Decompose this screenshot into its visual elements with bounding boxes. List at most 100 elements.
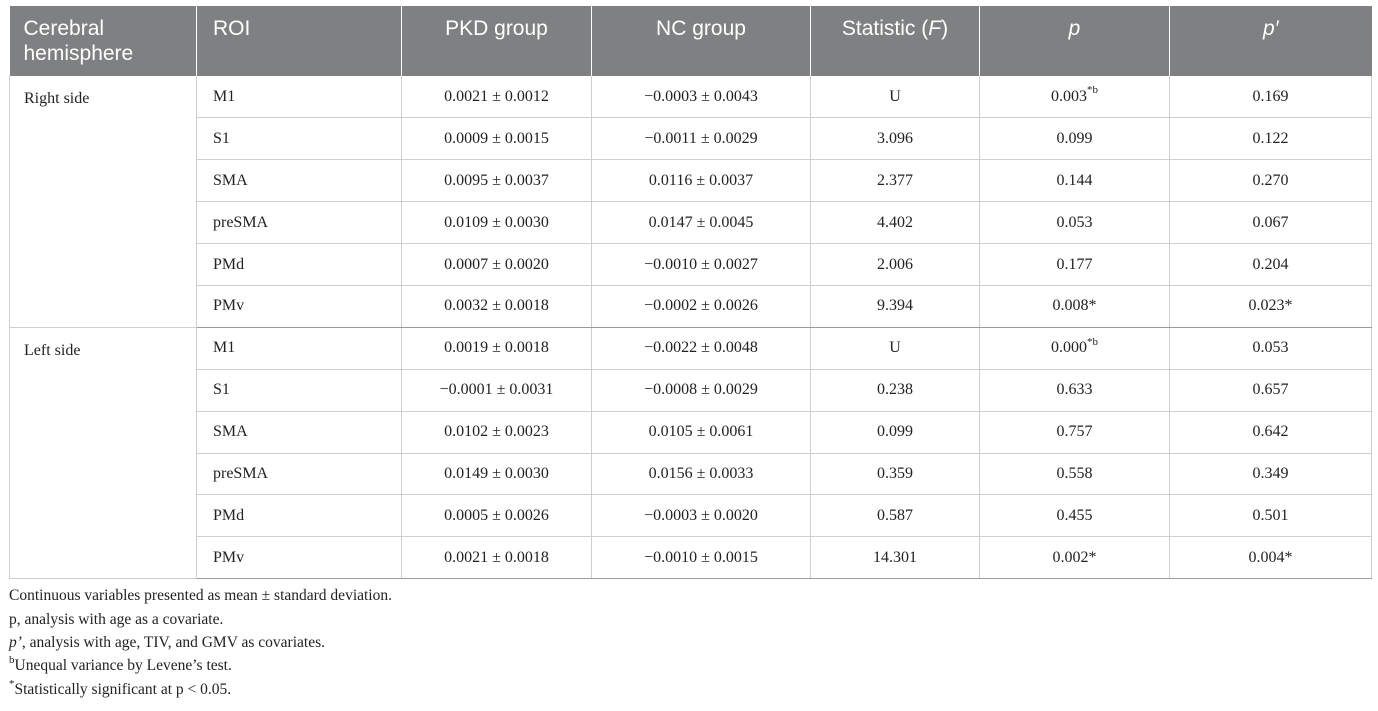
p-value-cell: 0.558 <box>979 453 1170 496</box>
header-p-prime-text: p′ <box>1262 17 1279 40</box>
roi-cell: S1 <box>196 117 402 161</box>
p-prime-value-cell-text: 0.642 <box>1252 423 1289 441</box>
footnote-significance-marker: * <box>9 677 15 690</box>
p-value-cell: 0.455 <box>979 494 1170 538</box>
roi-cell: PMv <box>196 536 402 580</box>
table-row: SMA 0.0102 ± 0.0023 0.0105 ± 0.0061 0.099 0.… <box>10 411 1372 454</box>
nc-cell: −0.0010 ± 0.0015 <box>591 536 811 580</box>
p-prime-value-cell-text: 0.122 <box>1252 129 1289 147</box>
table-row: SMA 0.0095 ± 0.0037 0.0116 ± 0.0037 2.377 0.… <box>10 159 1372 203</box>
table-row: preSMA 0.0149 ± 0.0030 0.0156 ± 0.0033 0.35… <box>10 453 1372 496</box>
p-prime-value-cell: 0.004* <box>1169 536 1372 580</box>
p-prime-value-cell-text: 0.067 <box>1252 213 1289 231</box>
nc-cell: −0.0002 ± 0.0026 <box>591 285 811 328</box>
roi-cell: SMA <box>196 411 402 454</box>
hemisphere-cell: Right side <box>9 76 197 328</box>
p-value-cell: 0.099 <box>979 117 1170 161</box>
p-prime-value-cell: 0.642 <box>1169 411 1372 454</box>
p-value-cell-text: 0.099 <box>1056 129 1093 147</box>
p-value-cell: 0.003*b <box>979 76 1170 119</box>
roi-cell: preSMA <box>196 453 402 496</box>
table-row: preSMA 0.0109 ± 0.0030 0.0147 ± 0.0045 4.40… <box>10 201 1372 245</box>
p-value-cell: 0.177 <box>979 243 1170 286</box>
footnote-levene-text: Unequal variance by Levene’s test. <box>14 657 232 675</box>
p-prime-value-cell: 0.053 <box>1169 327 1372 370</box>
p-value-cell-text: 0.053 <box>1056 213 1093 231</box>
p-value-cell: 0.000*b <box>979 327 1170 370</box>
footnote-levene-marker: b <box>9 654 15 667</box>
table-row: Left side M1 0.0019 ± 0.0018 −0.0022 ± 0.00… <box>9 327 1372 580</box>
pkd-cell: 0.0019 ± 0.0018 <box>401 327 592 370</box>
p-value-cell: 0.144 <box>979 159 1170 203</box>
p-prime-value-cell-text: 0.023* <box>1248 297 1293 315</box>
statistic-cell: 0.238 <box>810 369 980 412</box>
table-row: PMd 0.0007 ± 0.0020 −0.0010 ± 0.0027 2.006 0… <box>10 243 1372 286</box>
statistic-cell: 2.377 <box>810 159 980 203</box>
header-statistic: Statistic (F) <box>810 6 980 76</box>
p-value-cell-text: 0.000 <box>1051 339 1087 357</box>
pkd-cell: 0.0149 ± 0.0030 <box>401 453 592 496</box>
statistic-cell: 9.394 <box>810 285 980 328</box>
roi-cell: M1 <box>196 76 402 119</box>
pkd-cell: 0.0009 ± 0.0015 <box>401 117 592 161</box>
hemisphere-cell: Left side <box>9 327 197 580</box>
results-table: Cerebral hemisphere ROI PKD group NC gro… <box>9 6 1372 580</box>
header-p-text: p <box>1068 17 1081 40</box>
nc-cell: −0.0003 ± 0.0020 <box>591 494 811 538</box>
p-prime-value-cell-text: 0.169 <box>1252 87 1289 105</box>
p-prime-value-cell-text: 0.501 <box>1252 506 1289 524</box>
roi-cell: PMd <box>196 243 402 286</box>
table-body: Right side M1 0.0021 ± 0.0012 −0.0003 ± 0.0… <box>9 76 1372 580</box>
p-value-cell-text: 0.008* <box>1052 297 1097 315</box>
roi-cell: preSMA <box>196 201 402 245</box>
table-row: PMv 0.0032 ± 0.0018 −0.0002 ± 0.0026 9.394 0… <box>10 285 1372 328</box>
p-value-cell-text: 0.455 <box>1056 506 1093 524</box>
p-prime-value-cell-text: 0.270 <box>1252 171 1289 189</box>
p-prime-value-cell: 0.657 <box>1169 369 1372 412</box>
header-hemisphere: Cerebral hemisphere <box>9 6 197 76</box>
statistic-cell: 4.402 <box>810 201 980 245</box>
header-p-prime: p′ <box>1169 6 1372 76</box>
pkd-cell: 0.0109 ± 0.0030 <box>401 201 592 245</box>
header-pkd-group: PKD group <box>401 6 592 76</box>
p-value-cell: 0.053 <box>979 201 1170 245</box>
table-row: PMd 0.0005 ± 0.0026 −0.0003 ± 0.0020 0.587 0… <box>10 494 1372 538</box>
p-value-cell-text: 0.003 <box>1051 87 1087 105</box>
pkd-cell: −0.0001 ± 0.0031 <box>401 369 592 412</box>
statistic-cell: U <box>810 76 980 119</box>
p-value-cell: 0.757 <box>979 411 1170 454</box>
pkd-cell: 0.0032 ± 0.0018 <box>401 285 592 328</box>
statistic-cell: 14.301 <box>810 536 980 580</box>
roi-cell: PMd <box>196 494 402 538</box>
nc-cell: 0.0105 ± 0.0061 <box>591 411 811 454</box>
header-statistic-f: F <box>928 17 942 40</box>
statistic-cell: 0.359 <box>810 453 980 496</box>
nc-cell: −0.0010 ± 0.0027 <box>591 243 811 286</box>
p-value-cell-marker: *b <box>1087 335 1098 348</box>
roi-cell: S1 <box>196 369 402 412</box>
p-value-cell: 0.633 <box>979 369 1170 412</box>
nc-cell: −0.0008 ± 0.0029 <box>591 369 811 412</box>
footnote-significance: *Statistically significant at p < 0.05. <box>9 678 1371 701</box>
footnote-p-prime: p’, analysis with age, TIV, and GMV as c… <box>9 631 1371 654</box>
p-prime-value-cell: 0.204 <box>1169 243 1372 286</box>
table-row: PMv 0.0021 ± 0.0018 −0.0010 ± 0.0015 14.301… <box>10 536 1372 580</box>
roi-cell: PMv <box>196 285 402 328</box>
footnote-p: p, analysis with age as a covariate. <box>9 610 224 628</box>
p-value-cell-marker: *b <box>1087 84 1098 97</box>
p-value-cell-text: 0.002* <box>1052 548 1097 566</box>
statistic-cell: 2.006 <box>810 243 980 286</box>
header-roi: ROI <box>196 6 402 76</box>
footnote-mean-sd: Continuous variables presented as mean ±… <box>9 587 392 605</box>
pkd-cell: 0.0095 ± 0.0037 <box>401 159 592 203</box>
header-row: Cerebral hemisphere ROI PKD group NC gro… <box>9 6 1372 76</box>
pkd-cell: 0.0102 ± 0.0023 <box>401 411 592 454</box>
p-prime-value-cell: 0.067 <box>1169 201 1372 245</box>
header-nc-group: NC group <box>591 6 811 76</box>
statistic-cell: 3.096 <box>810 117 980 161</box>
nc-cell: 0.0147 ± 0.0045 <box>591 201 811 245</box>
header-statistic-close: ) <box>941 17 949 40</box>
p-value-cell-text: 0.177 <box>1056 255 1093 273</box>
p-prime-value-cell: 0.270 <box>1169 159 1372 203</box>
header-p: p <box>979 6 1170 76</box>
